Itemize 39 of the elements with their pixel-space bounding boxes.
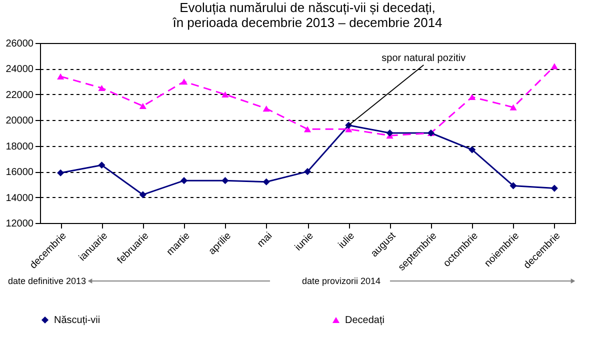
text: Evoluția numărului de născuți-vii și decedați, xyxy=(180,0,436,15)
point xyxy=(510,182,517,190)
point xyxy=(510,104,517,110)
point xyxy=(139,102,146,110)
point xyxy=(98,162,106,169)
x-tick-label: iulie xyxy=(336,230,358,251)
y-tick-label: 20000 xyxy=(6,116,34,127)
point xyxy=(98,84,106,92)
x-tick-label: mai xyxy=(255,230,275,250)
y-tick-label: 18000 xyxy=(6,141,34,152)
point xyxy=(386,129,394,137)
y-tick-label: 12000 xyxy=(6,218,34,230)
point xyxy=(180,177,188,184)
text: date provizorii 2014 xyxy=(302,276,381,286)
point xyxy=(304,168,312,176)
point xyxy=(57,169,64,176)
annotation: spor natural pozitiv xyxy=(382,53,466,64)
point xyxy=(222,177,229,184)
point xyxy=(222,91,229,98)
point xyxy=(262,178,270,186)
legend-label: Născuți-vii xyxy=(54,315,100,326)
point xyxy=(550,63,558,70)
point xyxy=(262,106,270,112)
text: date definitive 2013 xyxy=(8,276,86,286)
y-tick-label: 14000 xyxy=(6,192,34,204)
y-tick-label: 22000 xyxy=(6,90,34,101)
point xyxy=(57,73,64,80)
point xyxy=(304,126,312,132)
point xyxy=(468,146,476,154)
y-tick-label: 26000 xyxy=(6,38,34,50)
point xyxy=(550,184,558,192)
point xyxy=(139,191,146,198)
point xyxy=(180,78,188,85)
x-tick-label: iunie xyxy=(293,230,316,254)
legend-label: Decedați xyxy=(345,315,384,326)
y-tick-label: 24000 xyxy=(6,64,34,76)
text: în perioada decembrie 2013 – decembrie 2014 xyxy=(172,15,442,30)
point xyxy=(468,94,476,100)
y-tick-label: 16000 xyxy=(6,167,34,178)
